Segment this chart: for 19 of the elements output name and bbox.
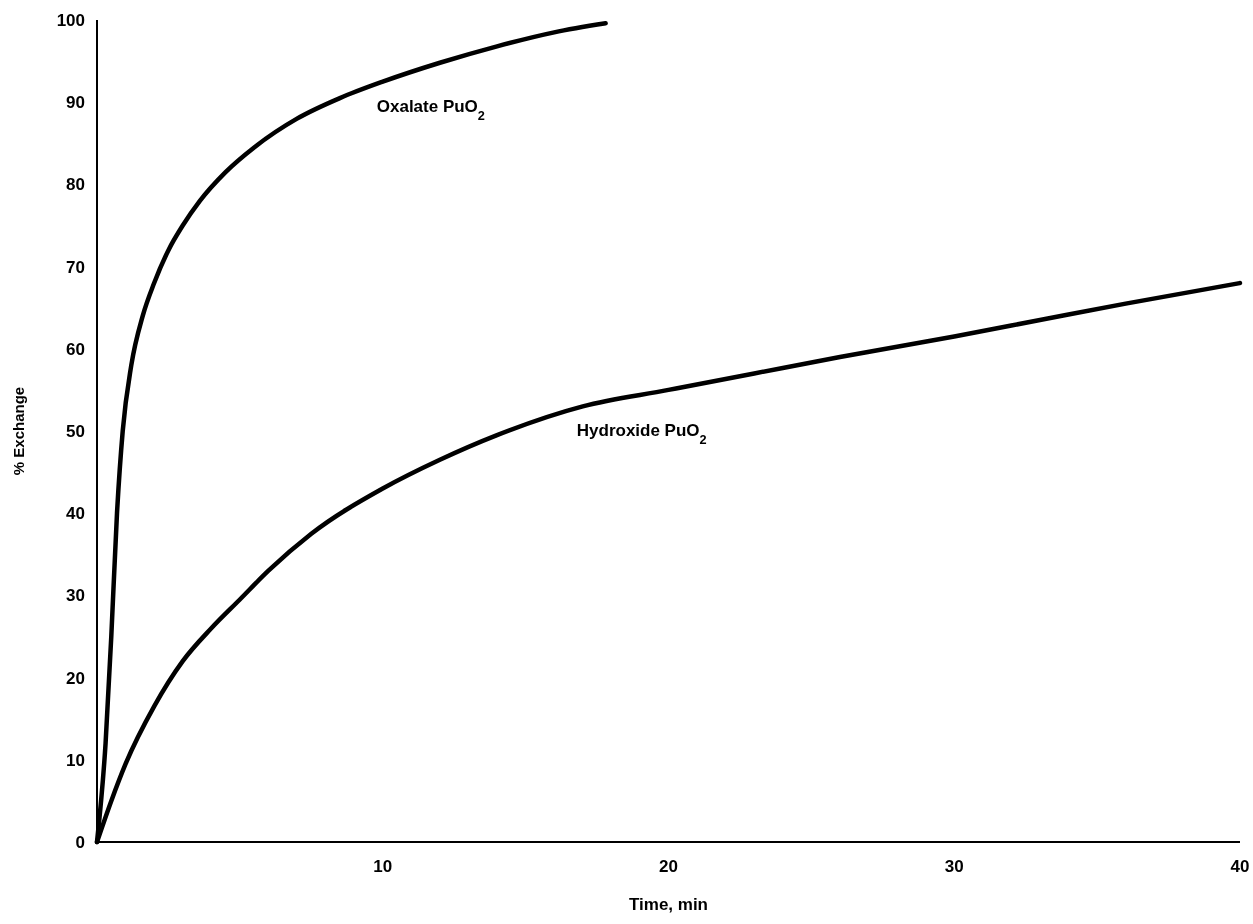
y-tick-label: 0 [75, 832, 85, 852]
y-axis-title: % Exchange [10, 386, 27, 476]
x-tick-label: 10 [373, 857, 393, 876]
series-label: Oxalate PuO$_{2}$ [376, 96, 485, 123]
series-label: Hydroxide PuO$_{2}$ [576, 421, 707, 447]
x-tick-label: 40 [1230, 857, 1250, 876]
y-tick-label: 80 [66, 175, 85, 195]
y-tick-label: 70 [66, 257, 85, 277]
y-tick-label: 40 [66, 504, 85, 524]
y-tick-label: 60 [66, 339, 85, 359]
x-axis-title: Time, min [628, 895, 709, 914]
x-tick-label: 30 [944, 857, 964, 876]
y-tick-label: 50 [66, 421, 85, 441]
y-tick-label: 30 [66, 586, 85, 606]
y-tick-label: 10 [66, 750, 85, 770]
y-tick-label: 100 [56, 10, 85, 30]
y-tick-label: 20 [66, 668, 85, 688]
y-tick-label: 90 [66, 93, 85, 113]
x-tick-label: 20 [659, 857, 678, 876]
